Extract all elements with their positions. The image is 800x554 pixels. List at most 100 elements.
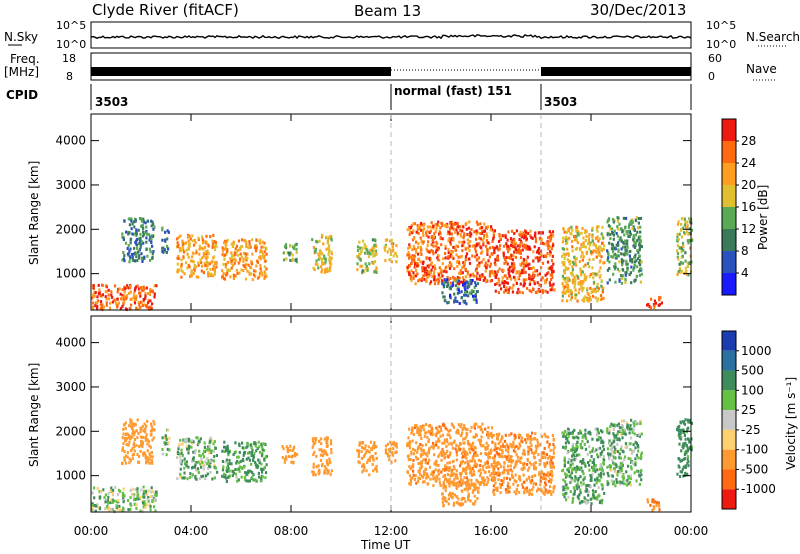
velocity-cell <box>424 458 427 462</box>
velocity-cell <box>462 467 465 471</box>
power-cell <box>589 298 592 302</box>
velocity-cell <box>562 485 565 489</box>
velocity-cell <box>567 470 570 473</box>
velocity-cell <box>547 474 550 478</box>
power-cell <box>135 246 139 250</box>
power-cell <box>416 264 419 268</box>
velocity-cell <box>285 445 288 449</box>
power-cell <box>567 276 571 280</box>
power-cell <box>163 249 166 253</box>
power-cell <box>150 239 153 243</box>
velocity-cell <box>246 442 249 446</box>
power-cell <box>585 250 589 254</box>
power-cell <box>490 279 493 282</box>
power-cell <box>511 229 514 233</box>
velocity-cell <box>417 433 420 437</box>
velocity-cell <box>113 499 116 503</box>
power-cell <box>519 244 522 248</box>
velocity-cell <box>567 467 570 471</box>
velocity-cell <box>452 464 455 468</box>
power-cell <box>201 235 204 239</box>
power-cell <box>548 230 551 234</box>
power-cell <box>591 250 594 254</box>
power-cell <box>467 226 470 230</box>
power-cell <box>476 277 479 281</box>
velocity-cell <box>587 493 590 497</box>
velocity-cell <box>562 493 565 496</box>
power-cell <box>625 230 628 234</box>
power-cell <box>431 238 434 242</box>
velocity-cell <box>192 440 195 444</box>
power-cell <box>185 261 188 265</box>
power-cell <box>616 234 619 238</box>
velocity-cell <box>597 438 600 442</box>
power-cell <box>510 262 514 266</box>
velocity-cell <box>238 442 241 446</box>
power-cell <box>180 248 183 252</box>
power-cell <box>639 267 642 271</box>
power-cell <box>285 257 288 261</box>
velocity-cell <box>597 486 600 490</box>
velocity-cell <box>596 476 599 480</box>
power-cell <box>447 300 450 304</box>
power-cell <box>180 275 183 279</box>
power-cell <box>240 268 243 272</box>
power-cell <box>548 266 551 270</box>
power-cell <box>144 296 147 300</box>
power-cell <box>317 252 320 256</box>
power-cell <box>621 277 624 280</box>
velocity-cell <box>149 508 152 512</box>
power-cell <box>135 234 138 238</box>
power-cell <box>602 236 605 240</box>
velocity-cell <box>322 452 325 456</box>
velocity-cell <box>629 474 632 478</box>
power-cell <box>135 230 138 234</box>
velocity-cell <box>411 428 414 432</box>
power-cell <box>563 269 567 273</box>
velocity-cell <box>91 491 94 495</box>
velocity-cell <box>472 502 475 506</box>
velocity-cell <box>212 442 215 446</box>
power-cell <box>573 275 576 279</box>
power-cell <box>125 286 128 290</box>
power-cell <box>587 238 590 242</box>
power-cell <box>244 252 247 256</box>
power-cell <box>250 262 254 266</box>
velocity-cell <box>418 470 421 474</box>
power-cell <box>486 241 489 245</box>
velocity-cell <box>142 505 145 509</box>
velocity-cell <box>103 496 106 500</box>
velocity-cell <box>479 425 482 429</box>
velocity-cell <box>420 454 423 458</box>
velocity-cell <box>137 455 141 459</box>
velocity-cell <box>319 453 322 457</box>
power-cell <box>476 231 479 235</box>
power-cell <box>546 260 550 264</box>
power-cell <box>248 242 251 246</box>
velocity-cell <box>461 496 464 500</box>
power-cell <box>586 287 589 291</box>
velocity-cell <box>209 436 212 440</box>
velocity-cell <box>93 496 96 500</box>
power-cell <box>606 268 609 272</box>
velocity-cell <box>133 433 136 437</box>
velocity-cell <box>139 509 142 513</box>
velocity-cell <box>386 452 389 456</box>
power-cell <box>128 249 131 253</box>
power-cell <box>576 299 579 303</box>
velocity-cell <box>460 423 463 426</box>
power-cell <box>368 251 371 255</box>
velocity-cell <box>599 455 602 458</box>
power-cell <box>123 290 126 294</box>
velocity-cell <box>611 449 614 452</box>
power-cell <box>621 260 624 264</box>
velocity-cell <box>205 462 209 466</box>
power-cell <box>416 262 419 266</box>
power-cell <box>124 307 128 311</box>
power-cell <box>320 259 323 262</box>
velocity-cell <box>372 445 375 448</box>
velocity-cell <box>195 477 198 481</box>
velocity-cell <box>224 473 227 477</box>
velocity-cell <box>366 461 369 465</box>
power-cell <box>523 246 527 249</box>
